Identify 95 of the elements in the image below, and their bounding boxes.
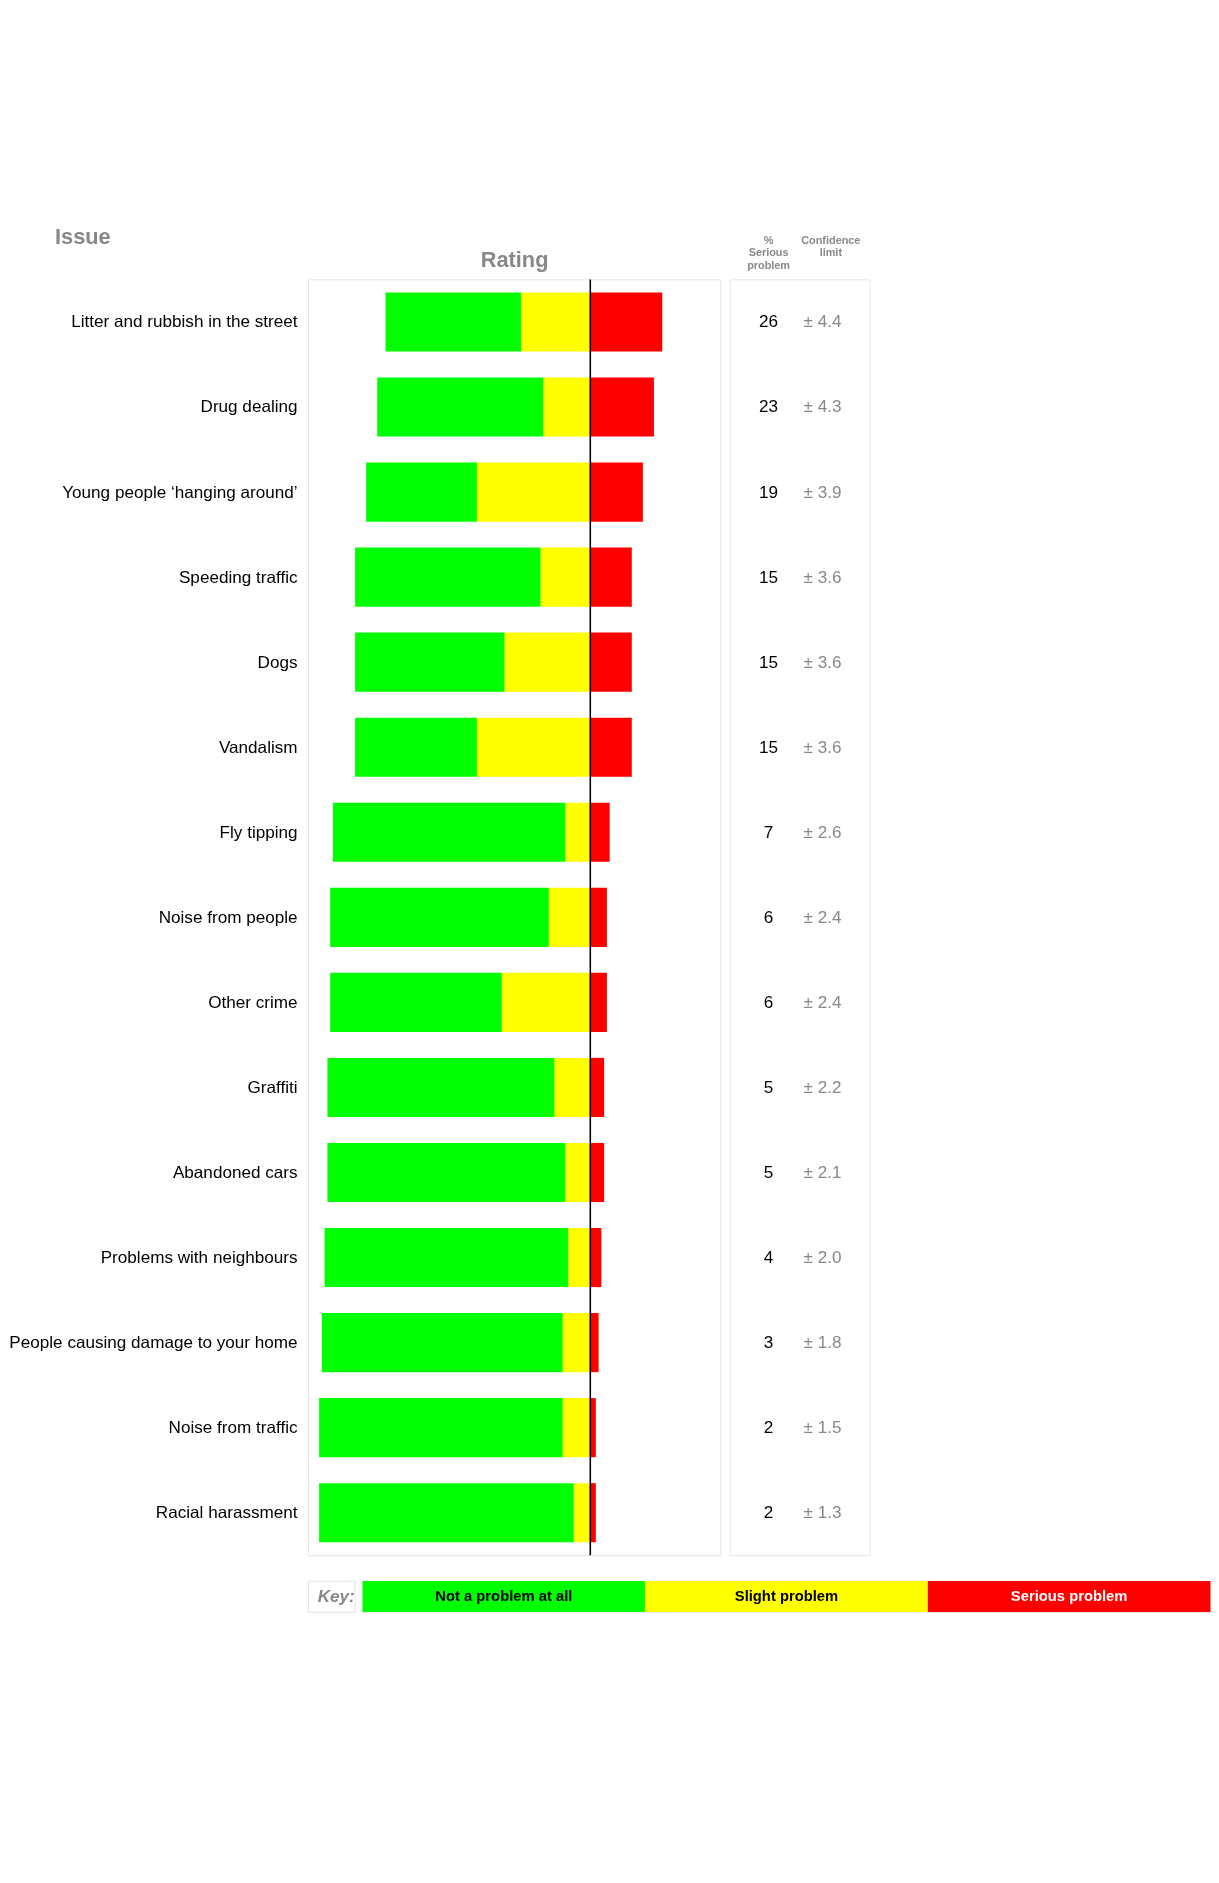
data-label: 5 [763, 1077, 774, 1097]
data-label: 19 [759, 482, 779, 502]
y-tick-label: Noise from people [158, 907, 298, 927]
y-tick-label: Litter and rubbish in the street [71, 312, 298, 332]
y-tick-label: Abandoned cars [172, 1162, 298, 1182]
bar [385, 292, 522, 352]
y-tick-label: Vandalism [218, 737, 298, 757]
text: ± 3.6 [803, 652, 842, 672]
bar [590, 462, 643, 522]
bar [568, 1227, 591, 1288]
bar [554, 1057, 591, 1117]
y-tick-label: Other crime [208, 992, 298, 1012]
bar [327, 1142, 566, 1203]
bar [565, 1142, 591, 1203]
bar [355, 632, 505, 692]
data-label: 15 [759, 652, 779, 672]
bar [562, 1398, 591, 1458]
bar [330, 887, 549, 947]
y-tick-label: Noise from traffic [168, 1418, 298, 1438]
data-label: 15 [759, 567, 779, 587]
bar [324, 1227, 569, 1288]
text: ± 2.0 [803, 1247, 842, 1267]
bar [332, 802, 566, 862]
bar [476, 717, 591, 777]
bar [540, 547, 591, 607]
data-label: 26 [759, 312, 779, 332]
bar [377, 377, 544, 437]
text: ± 2.2 [803, 1077, 842, 1097]
text: ± 1.5 [803, 1418, 842, 1438]
y-tick-label: Fly tipping [219, 822, 298, 842]
text: ± 2.1 [803, 1162, 842, 1182]
y-tick-label: People causing damage to your home [9, 1333, 298, 1353]
text: ± 2.4 [803, 907, 842, 927]
data-label: 3 [763, 1333, 774, 1353]
data-label: 6 [763, 992, 774, 1012]
bar [573, 1483, 591, 1543]
bar [319, 1483, 574, 1543]
data-label: 5 [763, 1162, 774, 1182]
text: ± 2.6 [803, 822, 842, 842]
text: ± 3.9 [803, 482, 842, 502]
y-tick-label: Graffiti [247, 1077, 298, 1097]
bar [590, 547, 632, 607]
y-tick-label: Speeding traffic [178, 567, 298, 587]
bar [590, 1227, 602, 1288]
bar [590, 632, 632, 692]
x-axis-title: Rating [480, 247, 549, 273]
y-tick-label: Dogs [257, 652, 298, 672]
text: % Serious problem [747, 233, 791, 271]
bar [590, 1142, 605, 1203]
bar [565, 802, 591, 862]
text: Not a problem at all [435, 1588, 573, 1605]
bar [319, 1398, 563, 1458]
data-label: 23 [759, 397, 779, 417]
text: Slight problem [734, 1588, 839, 1605]
text: ± 2.4 [803, 992, 842, 1012]
bar [590, 887, 607, 947]
y-tick-label: Young people ‘hanging around’ [62, 482, 298, 502]
data-label: 2 [763, 1503, 774, 1523]
text: ± 4.4 [803, 312, 842, 332]
data-label: 15 [759, 737, 779, 757]
bar [327, 1057, 555, 1117]
bar [501, 972, 591, 1032]
y-tick-label: Problems with neighbours [100, 1247, 298, 1267]
bar [355, 547, 541, 607]
bar [590, 717, 632, 777]
legend-title: Key: [317, 1586, 355, 1606]
text: ± 3.6 [803, 737, 842, 757]
bar [366, 462, 477, 522]
text: ± 3.6 [803, 567, 842, 587]
y-axis-title: Issue [55, 224, 111, 250]
bar [562, 1313, 591, 1373]
data-label: 7 [763, 822, 774, 842]
bar [590, 1057, 605, 1117]
text: Serious problem [1010, 1588, 1128, 1605]
text: ± 1.8 [803, 1333, 842, 1353]
bar [355, 717, 477, 777]
bar [476, 462, 591, 522]
bar [504, 632, 591, 692]
text: ± 4.3 [803, 397, 842, 417]
data-label: 4 [763, 1247, 774, 1267]
bar [590, 292, 663, 352]
bar [330, 972, 502, 1032]
y-tick-label: Racial harassment [155, 1503, 298, 1523]
bar [548, 887, 591, 947]
bar [590, 972, 607, 1032]
y-tick-label: Drug dealing [200, 397, 298, 417]
data-label: 6 [763, 907, 774, 927]
bar [590, 377, 654, 437]
bar [543, 377, 591, 437]
bar [521, 292, 591, 352]
data-label: 2 [763, 1418, 774, 1438]
text: ± 1.3 [803, 1503, 842, 1523]
text: Confidence limit [801, 233, 861, 259]
bar [590, 802, 610, 862]
bar [321, 1313, 563, 1373]
